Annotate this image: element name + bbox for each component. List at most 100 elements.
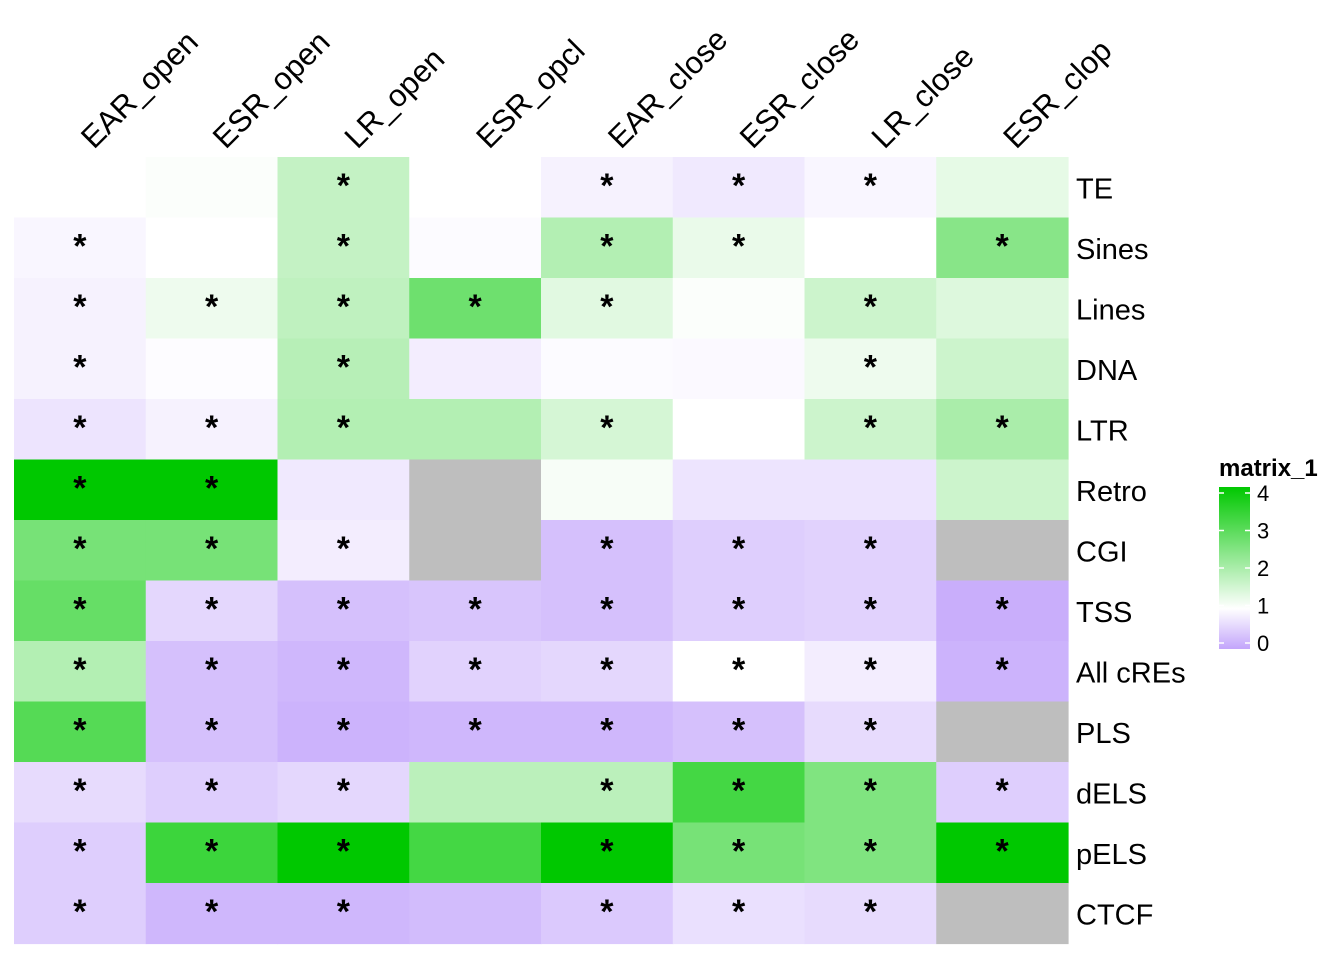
heatmap-cell-te-esr-open [145, 157, 279, 219]
heatmap-cell-pls-esr-open [145, 701, 279, 763]
heatmap-cell-dna-ear-close [541, 338, 674, 400]
legend-tick-label: 2 [1257, 556, 1269, 581]
row-label-dna: DNA [1076, 355, 1138, 387]
significance-marker: * [205, 893, 219, 931]
significance-marker: * [864, 288, 878, 326]
heatmap-cell-pls-lr-open [277, 701, 410, 763]
significance-marker: * [600, 288, 614, 326]
significance-marker: * [205, 651, 219, 689]
heatmap-cell-pels-ear-close [541, 822, 674, 884]
heatmap-cell-sines-ear-open [14, 217, 147, 279]
heatmap-cell-tss-lr-open [277, 580, 410, 642]
significance-marker: * [600, 228, 614, 266]
row-label-cgi: CGI [1076, 536, 1128, 568]
heatmap-cell-dna-esr-clop [936, 338, 1069, 400]
row-labels: TE Sines Lines DNA LTR Retro CGI TSS All cREs PLS… [1076, 173, 1186, 931]
heatmap-cell-pls-esr-opcl [409, 701, 542, 763]
heatmap-cell-pels-esr-close [672, 822, 806, 884]
significance-marker: * [337, 409, 351, 447]
color-legend: matrix_1 0 1 2 3 4 [1219, 455, 1318, 656]
significance-marker: * [337, 167, 351, 205]
significance-marker: * [205, 772, 219, 810]
row-label-ltr: LTR [1076, 415, 1129, 447]
heatmap-cell-ltr-ear-open [14, 399, 147, 461]
heatmap-cell-ltr-esr-open [145, 399, 279, 461]
significance-marker: * [337, 591, 351, 629]
legend-title: matrix_1 [1219, 455, 1318, 482]
significance-marker: * [205, 409, 219, 447]
heatmap-cell-cgi-lr-open [277, 520, 410, 582]
heatmap-cell-all-cres-lr-close [804, 641, 937, 703]
row-label-ctcf: CTCF [1076, 899, 1153, 931]
row-label-retro: Retro [1076, 476, 1147, 508]
significance-marker: * [73, 409, 87, 447]
significance-marker: * [469, 591, 483, 629]
significance-marker: * [732, 651, 746, 689]
heatmap-cell-all-cres-esr-open [145, 641, 279, 703]
heatmap-cell-pels-esr-open [145, 822, 279, 884]
significance-marker: * [73, 228, 87, 266]
heatmap-cell-pels-ear-open [14, 822, 147, 884]
significance-marker: * [864, 167, 878, 205]
significance-marker: * [996, 651, 1010, 689]
legend-tick-label: 1 [1257, 594, 1269, 619]
significance-marker: * [205, 591, 219, 629]
heatmap-cell-ctcf-esr-clop [936, 883, 1069, 945]
significance-marker: * [996, 409, 1010, 447]
heatmap-cell-ltr-ear-close [541, 399, 674, 461]
significance-marker: * [732, 712, 746, 750]
heatmap-cell-ctcf-ear-open [14, 883, 147, 945]
heatmap-cell-dels-ear-open [14, 762, 147, 824]
heatmap-cell-ltr-lr-open [277, 399, 410, 461]
heatmap-cell-ltr-esr-close [672, 399, 806, 461]
legend-ticks: 0 1 2 3 4 [1219, 481, 1269, 656]
significance-marker: * [996, 772, 1010, 810]
column-label-esr-clop: ESR_clop [996, 33, 1118, 155]
significance-marker: * [864, 651, 878, 689]
significance-marker: * [732, 530, 746, 568]
heatmap-cell-dna-lr-open [277, 338, 410, 400]
column-labels: EAR_open ESR_open LR_open ESR_opcl EAR_close… [74, 22, 1118, 155]
heatmap-cell-te-lr-open [277, 157, 410, 219]
heatmap-cell-dna-esr-close [672, 338, 806, 400]
heatmap-cell-lines-ear-open [14, 278, 147, 340]
significance-marker: * [73, 893, 87, 931]
significance-marker: * [864, 409, 878, 447]
significance-marker: * [600, 591, 614, 629]
column-label-lr-close: LR_close [865, 39, 981, 155]
heatmap-cell-lines-esr-clop [936, 278, 1069, 340]
heatmap-cell-retro-esr-clop [936, 459, 1069, 521]
heatmap-cell-sines-lr-open [277, 217, 410, 279]
heatmap-cell-lines-lr-close [804, 278, 937, 340]
significance-marker: * [600, 651, 614, 689]
significance-marker: * [469, 651, 483, 689]
significance-marker: * [73, 288, 87, 326]
significance-marker: * [337, 893, 351, 931]
heatmap-cell-retro-esr-opcl [409, 459, 542, 521]
heatmap-cell-tss-esr-open [145, 580, 279, 642]
heatmap-cell-dels-esr-clop [936, 762, 1069, 824]
significance-marker: * [205, 470, 219, 508]
heatmap-cell-te-esr-opcl [409, 157, 542, 219]
significance-marker: * [864, 591, 878, 629]
heatmap-cell-pls-lr-close [804, 701, 937, 763]
heatmap-cell-pels-esr-clop [936, 822, 1069, 884]
significance-marker: * [73, 833, 87, 871]
significance-marker: * [469, 712, 483, 750]
heatmap-cell-tss-esr-close [672, 580, 806, 642]
significance-marker: * [205, 833, 219, 871]
heatmap-cell-all-cres-esr-close [672, 641, 806, 703]
significance-marker: * [864, 893, 878, 931]
heatmap-cell-retro-lr-close [804, 459, 937, 521]
significance-marker: * [732, 893, 746, 931]
heatmap-cell-lines-esr-open [145, 278, 279, 340]
significance-marker: * [600, 167, 614, 205]
heatmap-cell-cgi-esr-close [672, 520, 806, 582]
heatmap-cell-tss-esr-opcl [409, 580, 542, 642]
significance-marker: * [337, 833, 351, 871]
heatmap-cells [14, 157, 1069, 945]
significance-marker: * [73, 651, 87, 689]
row-label-all-cres: All cREs [1076, 657, 1186, 689]
significance-marker: * [600, 409, 614, 447]
significance-marker: * [732, 591, 746, 629]
